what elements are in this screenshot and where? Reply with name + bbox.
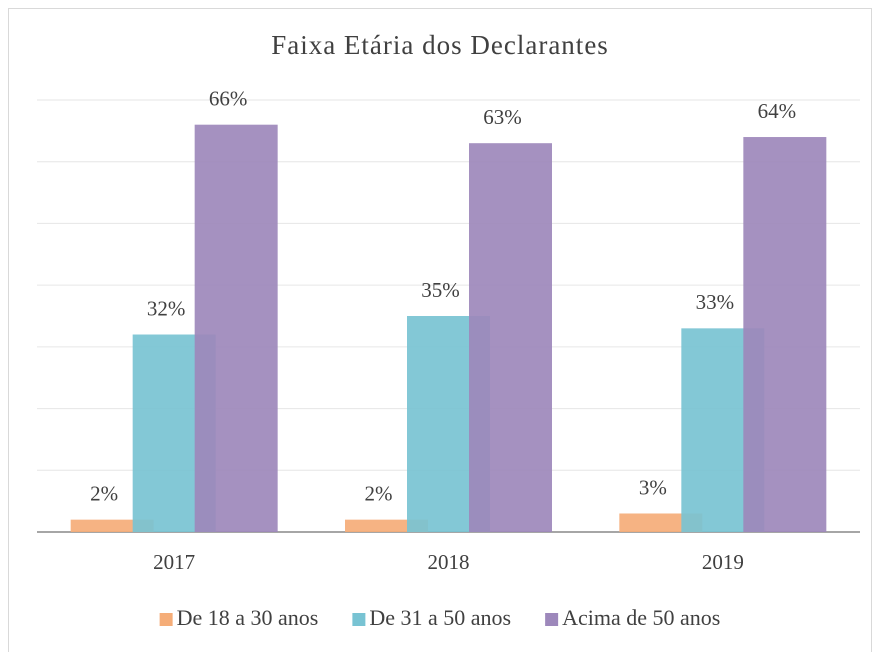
legend-label: De 31 a 50 anos: [369, 605, 511, 630]
chart-title: Faixa Etária dos Declarantes: [271, 30, 609, 60]
data-label: 32%: [147, 296, 186, 320]
data-label: 3%: [639, 475, 667, 499]
data-label: 2%: [365, 481, 393, 505]
bar: [194, 124, 278, 532]
bar: [743, 137, 827, 532]
legend-swatch: [159, 613, 173, 626]
data-label: 33%: [696, 290, 735, 314]
bar: [469, 143, 552, 532]
legend-label: Acima de 50 anos: [562, 605, 720, 630]
legend-swatch: [545, 613, 559, 626]
legend-label: De 18 a 30 anos: [177, 605, 319, 630]
x-tick-label: 2019: [702, 550, 744, 574]
data-label: 35%: [421, 278, 460, 302]
data-label: 66%: [209, 86, 248, 110]
data-label: 63%: [483, 105, 522, 129]
x-tick-label: 2018: [428, 550, 470, 574]
x-tick-label: 2017: [153, 550, 195, 574]
legend-swatch: [352, 613, 366, 626]
data-label: 64%: [758, 99, 797, 123]
data-label: 2%: [90, 481, 118, 505]
